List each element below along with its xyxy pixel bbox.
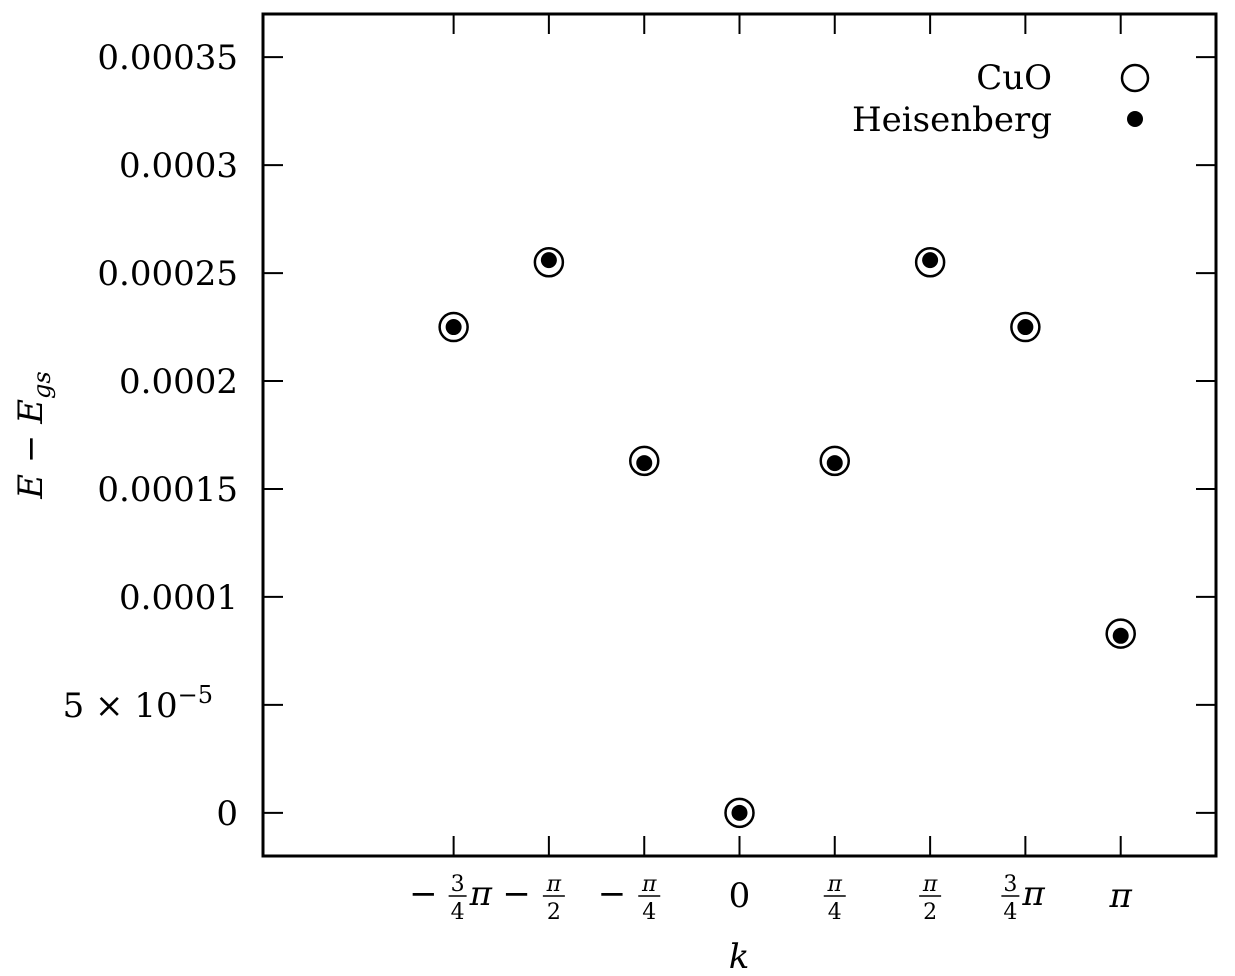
- x-tick-label: −3 4 π: [409, 872, 493, 925]
- y-tick-label: 0.0003: [119, 146, 238, 186]
- svg-text:π: π: [1021, 874, 1045, 914]
- svg-text:−: −: [409, 874, 438, 914]
- y-tick-label: 0.00015: [97, 470, 238, 510]
- y-tick-label: 0: [216, 794, 238, 834]
- svg-text:π: π: [827, 872, 843, 897]
- svg-text:π: π: [469, 874, 493, 914]
- svg-text:3: 3: [1003, 872, 1017, 897]
- point-heisenberg: [1112, 627, 1129, 644]
- svg-text:−: −: [598, 874, 627, 914]
- y-axis-label: E − Egs: [11, 371, 56, 499]
- svg-text:4: 4: [451, 900, 465, 925]
- svg-text:2: 2: [923, 900, 937, 925]
- svg-text:4: 4: [828, 900, 842, 925]
- svg-text:−: −: [502, 874, 531, 914]
- y-axis-ticks: 0 5 × 10−5 0.0001 0.00015 0.0002 0.00025 0.000…: [63, 38, 1216, 834]
- y-tick-label: 0.0002: [119, 362, 238, 402]
- x-tick-label: π4: [823, 872, 846, 925]
- x-tick-label: − π 4: [598, 872, 661, 925]
- legend: CuO Heisenberg: [852, 58, 1150, 140]
- point-heisenberg: [540, 252, 557, 269]
- point-heisenberg: [445, 319, 462, 336]
- x-tick-label: 3 4 π: [1001, 872, 1045, 925]
- svg-text:π: π: [922, 872, 938, 897]
- y-tick-label: 0.00035: [97, 38, 238, 78]
- y-axis-label-main: E − E: [11, 399, 51, 500]
- point-heisenberg: [826, 455, 843, 472]
- legend-label-heisenberg: Heisenberg: [852, 100, 1052, 140]
- svg-text:3: 3: [451, 872, 465, 897]
- point-heisenberg: [1017, 319, 1034, 336]
- point-heisenberg: [922, 252, 939, 269]
- svg-text:π: π: [546, 872, 562, 897]
- svg-text:4: 4: [642, 900, 656, 925]
- point-heisenberg: [636, 455, 653, 472]
- x-tick-label: π: [1109, 876, 1133, 916]
- plot-frame: [261, 12, 1218, 858]
- legend-label-cuo: CuO: [976, 58, 1052, 98]
- y-axis-label-sub: gs: [28, 371, 56, 399]
- svg-text:π: π: [641, 872, 657, 897]
- x-tick-label: 0: [729, 876, 751, 916]
- svg-text:2: 2: [547, 900, 561, 925]
- svg-text:4: 4: [1003, 900, 1017, 925]
- svg-text:0: 0: [729, 876, 751, 916]
- legend-marker-cuo: [1120, 63, 1150, 93]
- x-axis-label: k: [729, 937, 750, 976]
- legend-marker-heisenberg: [1127, 111, 1143, 127]
- point-heisenberg: [731, 804, 748, 821]
- svg-text:E − Egs: E − Egs: [11, 371, 56, 499]
- y-tick-label: 0.0001: [119, 578, 238, 618]
- data-points: [438, 247, 1136, 829]
- x-tick-label: − π 2: [502, 872, 565, 925]
- y-tick-label: 5 × 10−5: [63, 681, 213, 726]
- y-tick-label: 0.00025: [97, 254, 238, 294]
- x-tick-label: π2: [919, 872, 942, 925]
- svg-text:π: π: [1109, 876, 1133, 916]
